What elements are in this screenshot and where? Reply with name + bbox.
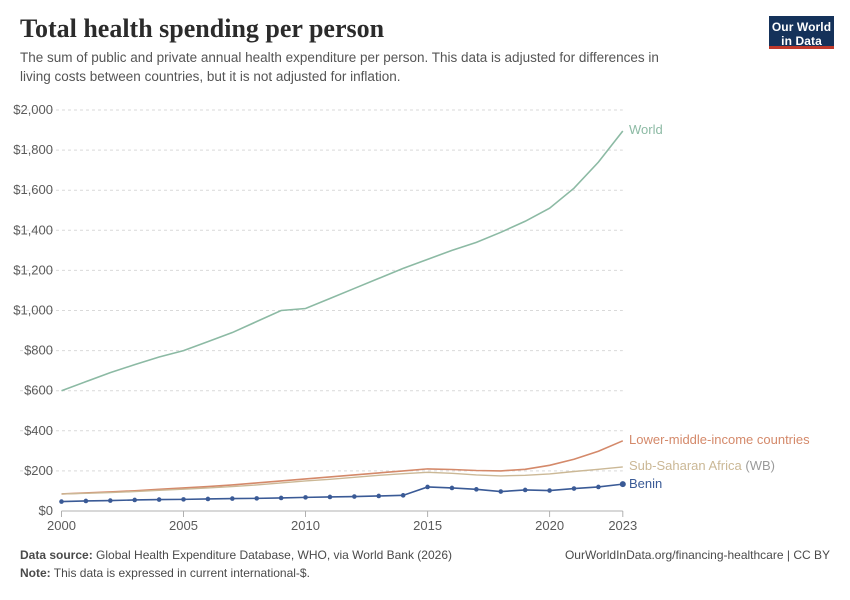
svg-text:$1,000: $1,000	[13, 303, 53, 318]
svg-text:2000: 2000	[47, 518, 76, 533]
svg-text:2023: 2023	[608, 518, 637, 533]
svg-text:2020: 2020	[535, 518, 564, 533]
svg-text:$200: $200	[24, 463, 53, 478]
svg-text:2005: 2005	[169, 518, 198, 533]
svg-text:2015: 2015	[413, 518, 442, 533]
svg-text:$800: $800	[24, 343, 53, 358]
svg-text:$1,200: $1,200	[13, 262, 53, 277]
svg-text:$1,400: $1,400	[13, 222, 53, 237]
svg-text:$1,600: $1,600	[13, 182, 53, 197]
svg-text:2010: 2010	[291, 518, 320, 533]
svg-text:Benin: Benin	[629, 476, 662, 491]
svg-text:Sub-Saharan Africa (WB): Sub-Saharan Africa (WB)	[629, 458, 775, 473]
svg-text:$2,000: $2,000	[13, 102, 53, 117]
svg-text:$400: $400	[24, 423, 53, 438]
svg-text:$600: $600	[24, 383, 53, 398]
svg-text:Lower-middle-income countries: Lower-middle-income countries	[629, 432, 810, 447]
svg-text:$1,800: $1,800	[13, 142, 53, 157]
svg-text:$0: $0	[39, 503, 53, 518]
svg-text:World: World	[629, 122, 663, 137]
